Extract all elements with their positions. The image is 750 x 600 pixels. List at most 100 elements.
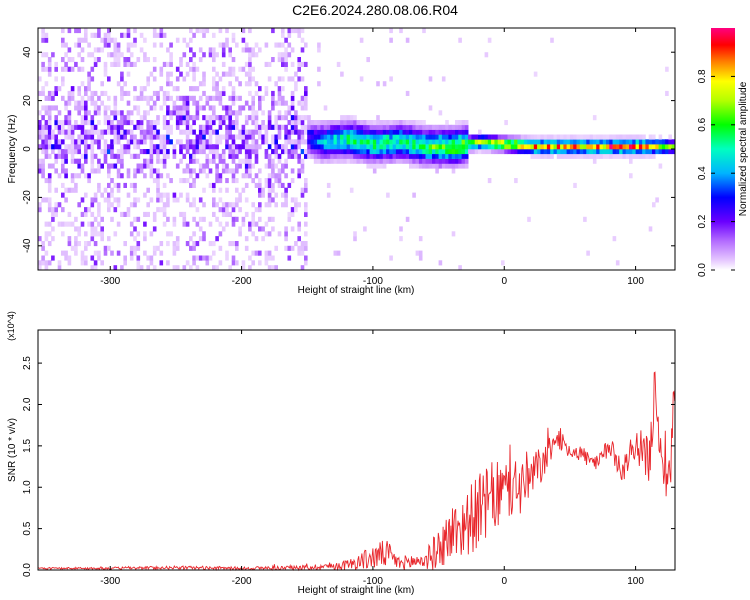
spectrogram-cell [550, 134, 554, 140]
spectrogram-cell [432, 134, 436, 140]
spectrogram-cell [310, 129, 315, 135]
spectrogram-cell [287, 134, 292, 140]
spectrogram-cell [212, 149, 216, 155]
spectrogram-cell [41, 173, 45, 179]
spectrogram-cell [389, 76, 393, 82]
spectrogram-cell [162, 202, 167, 208]
spectrogram-cell [192, 61, 196, 67]
spectrogram-cell [349, 144, 354, 150]
spectrogram-cell [527, 216, 531, 222]
spectrogram-cell [504, 134, 508, 140]
spectrogram-cell [185, 197, 190, 203]
spectrogram-cell [271, 57, 275, 63]
spectrogram-cell [415, 250, 420, 256]
spectrogram-cell [103, 158, 108, 164]
spectrogram-cell [267, 182, 272, 188]
spectrogram-cell [47, 231, 52, 237]
spectrogram-cell [569, 134, 574, 140]
spectrogram-cell [389, 255, 393, 261]
spectrogram-cell [51, 105, 55, 111]
spectrogram-cell [235, 110, 239, 116]
spectrogram-cell [80, 57, 85, 63]
spectrogram-cell [382, 134, 387, 140]
spectrogram-cell [501, 134, 505, 140]
spectrogram-cell [451, 163, 456, 169]
spectrogram-cell [57, 124, 62, 130]
spectrogram-cell [97, 168, 101, 174]
spectrogram-cell [412, 158, 416, 164]
spectrogram-cell [435, 153, 439, 159]
spectrogram-cell [100, 163, 104, 169]
spectrogram-cell [107, 149, 111, 155]
spectrogram-cell [369, 120, 374, 126]
spectrogram-cell [241, 260, 246, 266]
spectrogram-cell [241, 37, 246, 43]
snr-x-tick-label: -200 [232, 576, 252, 587]
spectrogram-cell [281, 86, 285, 92]
spectrogram-cell [254, 52, 259, 58]
spectrogram-cell [583, 216, 587, 222]
spectrogram-cell [445, 163, 449, 169]
spectrogram-cell [451, 144, 456, 150]
spectrogram-cell [267, 250, 272, 256]
spectrogram-cell [212, 202, 216, 208]
spectrogram-cell [281, 124, 285, 130]
spectrogram-cell [231, 134, 236, 140]
spectrogram-cell [146, 134, 150, 140]
spectrogram-cell [51, 255, 55, 261]
spectrogram-cell [271, 197, 275, 203]
spectrogram-cell [323, 105, 328, 111]
spectrogram-cell [478, 144, 482, 150]
spectrogram-cell [87, 144, 91, 150]
spectrogram-cell [251, 178, 255, 184]
spectrogram-cell [648, 226, 653, 232]
spectrogram-cell [560, 134, 564, 140]
spectrogram-cell [333, 144, 338, 150]
spectrogram-cell [271, 139, 275, 145]
spectrogram-cell [169, 231, 173, 237]
spectrogram-cell [553, 144, 558, 150]
spectrogram-cell [116, 202, 121, 208]
spectrogram-cell [241, 187, 246, 193]
spectrogram-cell [179, 105, 183, 111]
spectrogram-cell [418, 124, 423, 130]
spectrogram-cell [228, 110, 232, 116]
spectrogram-cell [432, 149, 436, 155]
spectrogram-cell [97, 134, 101, 140]
spectrogram-cell [290, 61, 295, 67]
spectrogram-cell [356, 149, 361, 155]
spectrogram-cell [251, 231, 255, 237]
spectrogram-cell [596, 149, 600, 155]
spectrogram-cell [264, 255, 269, 261]
spectrogram-cell [169, 42, 173, 48]
spectrogram-cell [405, 216, 410, 222]
spectrogram-cell [231, 178, 236, 184]
spectrogram-cell [100, 129, 104, 135]
spectrogram-cell [264, 139, 269, 145]
spectrogram-cell [297, 66, 301, 72]
spectrogram-cell [527, 134, 531, 140]
spectrogram-cell [110, 153, 114, 159]
spectrogram-cell [84, 153, 88, 159]
spectrogram-cell [395, 139, 400, 145]
snr-y-tick-label: 2.0 [22, 397, 33, 411]
spectrogram-cell [448, 144, 452, 150]
spectrogram-cell [471, 139, 475, 145]
spectrogram-cell [497, 149, 502, 155]
spectrogram-cell [405, 149, 410, 155]
spectrogram-cell [569, 144, 574, 150]
spectrogram-cell [77, 226, 81, 232]
spectrogram-cell [576, 149, 581, 155]
spectrogram-cell [537, 134, 541, 140]
spectrogram-cell [166, 202, 170, 208]
spectrogram-cell [560, 153, 564, 159]
spectrogram-cell [235, 178, 239, 184]
spectrogram-cell [64, 144, 68, 150]
spectrogram-cell [97, 120, 101, 126]
spectrogram-cell [323, 139, 328, 145]
spectrogram-cell [41, 32, 45, 38]
spectrogram-cell [258, 100, 262, 106]
spectrogram-cell [297, 173, 301, 179]
spectrogram-cell [501, 144, 505, 150]
spectrogram-cell [195, 115, 200, 121]
